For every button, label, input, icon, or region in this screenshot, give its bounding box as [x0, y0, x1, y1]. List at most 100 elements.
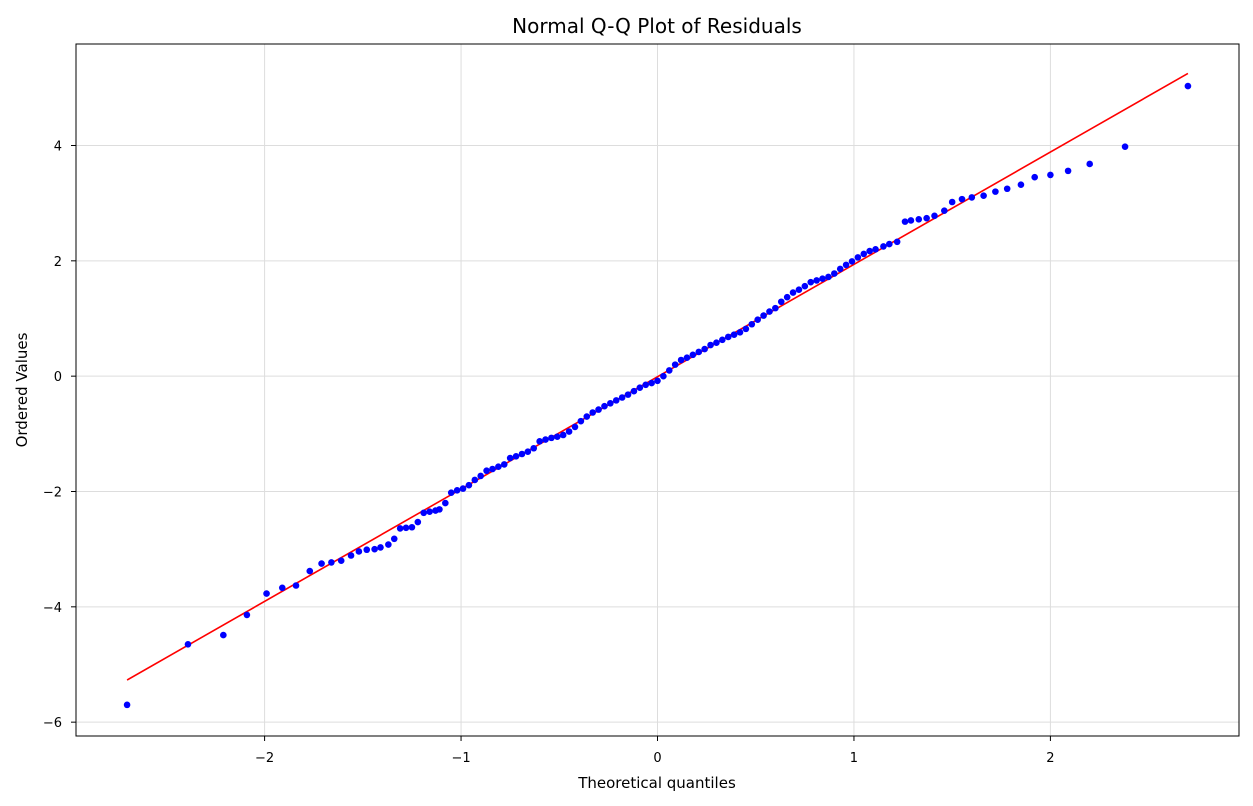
- data-point: [660, 372, 667, 380]
- data-point: [931, 212, 938, 220]
- data-point: [836, 265, 844, 273]
- x-tick-label: 1: [850, 751, 858, 766]
- data-point: [571, 423, 579, 431]
- data-point: [907, 217, 915, 224]
- data-point: [1184, 82, 1192, 90]
- data-point: [893, 238, 901, 246]
- data-point: [701, 345, 708, 353]
- data-point: [453, 487, 461, 494]
- data-point: [1086, 160, 1093, 168]
- data-point: [724, 333, 732, 341]
- data-point: [337, 557, 345, 564]
- data-point: [220, 631, 227, 639]
- data-point: [263, 590, 270, 597]
- data-point: [426, 508, 433, 515]
- x-tick-label: 2: [1046, 751, 1054, 766]
- data-point: [471, 476, 479, 484]
- data-point: [328, 559, 335, 566]
- data-point: [506, 454, 514, 462]
- data-point: [831, 270, 838, 277]
- x-axis-ticks: −2 −1 0 1 2: [255, 736, 1055, 766]
- data-point: [789, 289, 797, 296]
- data-point: [665, 367, 673, 374]
- data-point: [595, 406, 602, 413]
- data-point: [559, 431, 567, 439]
- data-point: [1064, 167, 1072, 175]
- data-point: [618, 394, 626, 401]
- data-point: [654, 377, 661, 385]
- data-point: [536, 438, 543, 445]
- data-point: [886, 240, 893, 248]
- data-point: [565, 428, 573, 435]
- data-point: [377, 544, 384, 551]
- data-point: [355, 548, 363, 555]
- data-point: [636, 384, 644, 391]
- data-point: [689, 351, 697, 359]
- data-point: [363, 546, 371, 554]
- x-tick-label: −2: [255, 751, 274, 766]
- data-point: [642, 381, 650, 389]
- data-point: [825, 273, 832, 281]
- data-point: [730, 331, 738, 338]
- data-point: [278, 584, 286, 592]
- data-point: [848, 258, 856, 265]
- data-point: [766, 308, 773, 315]
- fit-line: [126, 72, 1189, 681]
- data-point: [872, 245, 879, 253]
- data-point: [795, 286, 803, 293]
- data-point: [854, 254, 862, 261]
- data-point: [915, 216, 923, 223]
- y-axis-label: Ordered Values: [13, 332, 31, 447]
- data-point: [754, 316, 761, 323]
- data-point: [748, 320, 756, 328]
- data-point: [677, 356, 685, 364]
- data-point: [777, 298, 785, 306]
- data-point: [447, 489, 455, 496]
- data-point: [992, 188, 999, 195]
- data-point: [807, 278, 815, 286]
- data-point: [860, 250, 868, 258]
- data-point: [612, 397, 620, 404]
- data-point: [436, 506, 443, 513]
- chart-title: Normal Q-Q Plot of Residuals: [512, 14, 802, 38]
- data-point: [683, 354, 691, 362]
- data-point: [948, 198, 956, 206]
- data-point: [371, 545, 378, 553]
- data-point: [292, 582, 300, 589]
- data-point: [396, 525, 404, 532]
- x-tick-label: 0: [653, 751, 661, 766]
- data-point: [495, 463, 502, 470]
- data-point: [518, 450, 526, 458]
- data-point: [123, 701, 131, 709]
- y-tick-label: −6: [43, 716, 62, 731]
- grid-lines: [76, 44, 1239, 736]
- data-point: [414, 518, 422, 526]
- y-tick-label: −2: [43, 485, 62, 500]
- data-point: [607, 399, 614, 407]
- data-point: [941, 207, 948, 214]
- data-point: [442, 499, 449, 507]
- data-point: [842, 261, 850, 269]
- y-tick-label: 4: [54, 139, 62, 154]
- data-point: [243, 611, 251, 619]
- x-axis-label: Theoretical quantiles: [577, 774, 736, 792]
- fit-line-layer: [126, 72, 1189, 681]
- data-point: [524, 448, 532, 456]
- data-point: [624, 391, 632, 398]
- data-point: [980, 192, 987, 199]
- data-point: [1121, 143, 1129, 150]
- data-point: [554, 433, 561, 441]
- data-point: [548, 434, 555, 442]
- data-point: [465, 481, 473, 489]
- data-point: [813, 277, 820, 284]
- data-point: [1003, 185, 1011, 193]
- data-point: [512, 453, 520, 460]
- data-point: [707, 341, 714, 349]
- data-point: [801, 282, 809, 290]
- data-points-layer: [123, 82, 1192, 709]
- data-point: [736, 329, 744, 336]
- data-point: [483, 467, 490, 475]
- data-point: [1031, 173, 1038, 181]
- data-point: [695, 348, 703, 356]
